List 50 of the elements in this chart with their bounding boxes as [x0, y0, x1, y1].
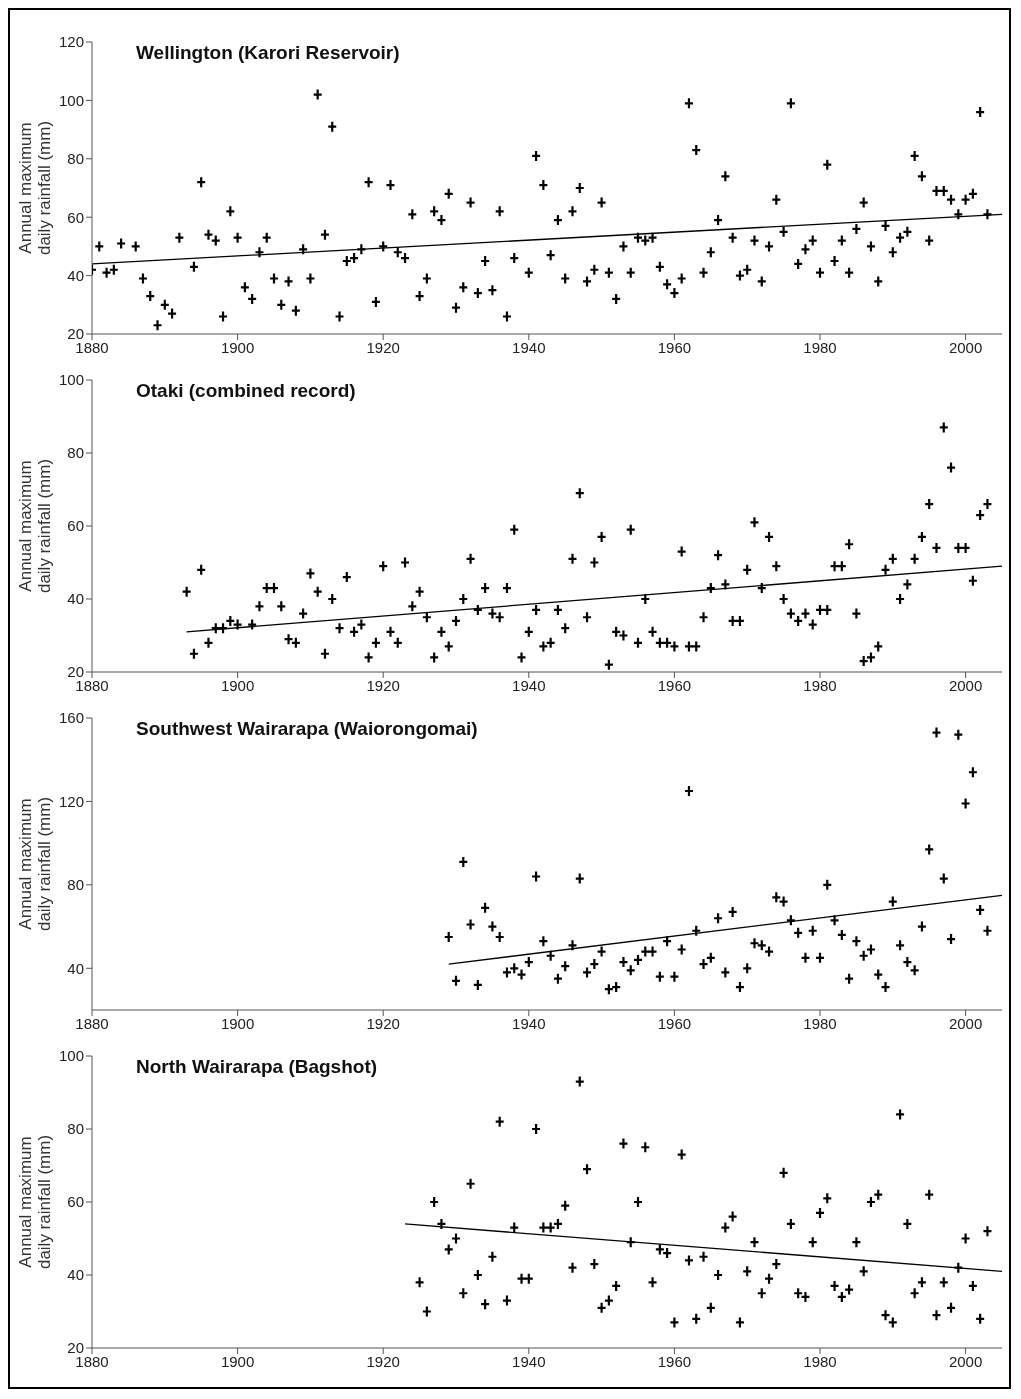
- chart-title: Wellington (Karori Reservoir): [136, 42, 400, 64]
- x-tick-label: 1920: [366, 338, 400, 356]
- y-tick-label: 100: [58, 91, 84, 109]
- y-tick-label: 120: [58, 33, 84, 51]
- y-tick-label: 60: [67, 517, 84, 535]
- x-tick-label: 1960: [657, 676, 692, 694]
- y-tick-label: 60: [67, 208, 84, 226]
- y-tick-label: 40: [67, 590, 84, 608]
- chart-title: Otaki (combined record): [136, 380, 356, 402]
- y-axis-title: Annual maximum daily rainfall (mm): [16, 458, 54, 594]
- y-tick-label: 40: [67, 266, 84, 284]
- x-tick-label: 1940: [512, 338, 546, 356]
- x-tick-label: 1980: [803, 338, 837, 356]
- x-tick-label: 1920: [366, 1352, 400, 1370]
- y-axis-title: Annual maximum daily rainfall (mm): [16, 796, 54, 932]
- y-tick-label: 60: [67, 1193, 84, 1211]
- y-tick-label: 100: [58, 371, 84, 389]
- x-tick-label: 1960: [657, 1352, 692, 1370]
- x-tick-label: 1940: [512, 1014, 546, 1032]
- x-tick-label: 1960: [657, 1014, 692, 1032]
- x-tick-label: 1900: [220, 1352, 255, 1370]
- x-tick-label: 1920: [366, 676, 400, 694]
- x-tick-label: 1980: [803, 1014, 837, 1032]
- y-tick-label: 100: [58, 1047, 84, 1065]
- x-tick-label: 1940: [512, 1352, 546, 1370]
- y-tick-label: 120: [58, 792, 84, 810]
- x-tick-label: 1900: [220, 1014, 255, 1032]
- y-tick-label: 160: [58, 709, 84, 727]
- x-tick-label: 1900: [220, 338, 255, 356]
- x-tick-label: 1980: [803, 1352, 837, 1370]
- x-tick-label: 2000: [948, 338, 983, 356]
- x-tick-label: 1960: [657, 338, 692, 356]
- y-tick-label: 40: [67, 1266, 84, 1284]
- x-tick-label: 2000: [948, 1352, 983, 1370]
- y-axis-title: Annual maximum daily rainfall (mm): [16, 1134, 54, 1270]
- y-axis-title: Annual maximum daily rainfall (mm): [16, 120, 54, 256]
- x-tick-label: 2000: [948, 1014, 983, 1032]
- y-tick-label: 80: [67, 876, 84, 894]
- x-tick-label: 1900: [220, 676, 255, 694]
- x-tick-label: 1880: [75, 1014, 109, 1032]
- y-tick-label: 80: [67, 1120, 84, 1138]
- y-tick-label: 80: [67, 444, 84, 462]
- y-tick-label: 80: [67, 150, 84, 168]
- chart-title: Southwest Wairarapa (Waiorongomai): [136, 718, 478, 740]
- y-tick-label: 40: [67, 959, 84, 977]
- x-tick-label: 2000: [948, 676, 983, 694]
- x-tick-label: 1980: [803, 676, 837, 694]
- x-tick-label: 1920: [366, 1014, 400, 1032]
- chart-title: North Wairarapa (Bagshot): [136, 1056, 378, 1078]
- x-tick-label: 1940: [512, 676, 546, 694]
